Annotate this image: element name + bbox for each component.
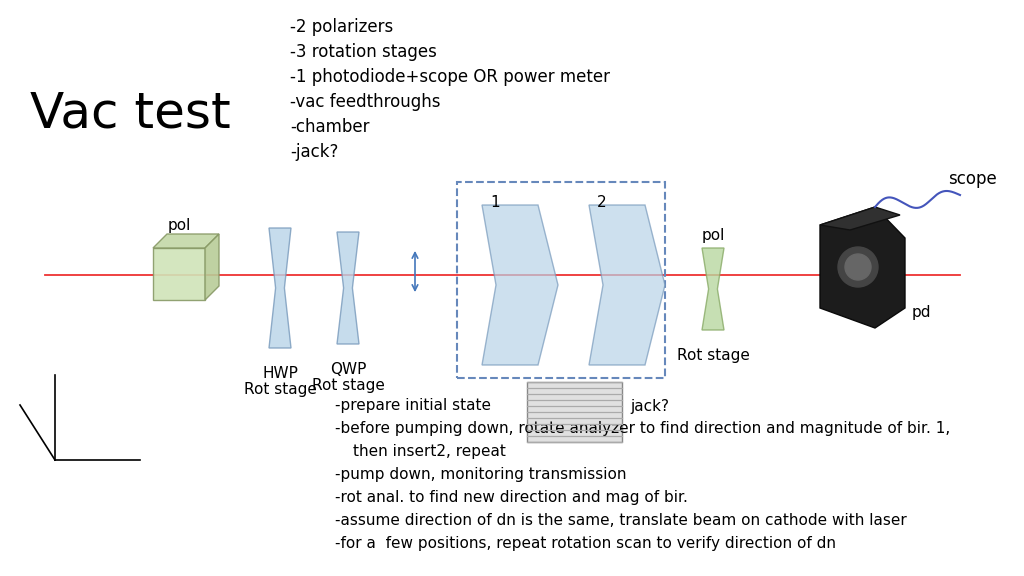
Text: Rot stage: Rot stage xyxy=(244,382,316,397)
Polygon shape xyxy=(337,232,359,344)
Text: -pump down, monitoring transmission: -pump down, monitoring transmission xyxy=(335,467,627,482)
Text: -prepare initial state: -prepare initial state xyxy=(335,398,490,413)
Polygon shape xyxy=(153,234,219,248)
Text: 1: 1 xyxy=(490,195,500,210)
Bar xyxy=(527,382,622,442)
Text: pd: pd xyxy=(912,305,932,320)
Text: -vac feedthroughs: -vac feedthroughs xyxy=(290,93,440,111)
Text: -for a  few positions, repeat rotation scan to verify direction of dn: -for a few positions, repeat rotation sc… xyxy=(335,536,836,551)
Text: Rot stage: Rot stage xyxy=(311,378,384,393)
Polygon shape xyxy=(205,234,219,300)
Text: pol: pol xyxy=(701,228,725,243)
Text: Vac test: Vac test xyxy=(30,90,230,138)
Text: -2 polarizers: -2 polarizers xyxy=(290,18,393,36)
Text: -chamber: -chamber xyxy=(290,118,370,136)
Polygon shape xyxy=(269,228,291,348)
Polygon shape xyxy=(482,205,558,365)
Text: then insert2, repeat: then insert2, repeat xyxy=(353,444,506,459)
Text: 2: 2 xyxy=(597,195,607,210)
Polygon shape xyxy=(820,207,900,230)
Text: scope: scope xyxy=(948,170,996,188)
Text: -jack?: -jack? xyxy=(290,143,338,161)
Text: pol: pol xyxy=(167,218,190,233)
Polygon shape xyxy=(589,205,665,365)
Text: QWP: QWP xyxy=(330,362,367,377)
Text: -1 photodiode+scope OR power meter: -1 photodiode+scope OR power meter xyxy=(290,68,610,86)
Circle shape xyxy=(845,254,871,280)
Polygon shape xyxy=(820,207,905,328)
Text: -rot anal. to find new direction and mag of bir.: -rot anal. to find new direction and mag… xyxy=(335,490,688,505)
Text: Rot stage: Rot stage xyxy=(677,348,750,363)
Bar xyxy=(153,248,205,300)
Text: jack?: jack? xyxy=(630,400,669,415)
Text: -before pumping down, rotate analyzer to find direction and magnitude of bir. 1,: -before pumping down, rotate analyzer to… xyxy=(335,421,950,436)
Circle shape xyxy=(838,247,878,287)
Text: -3 rotation stages: -3 rotation stages xyxy=(290,43,437,61)
Bar xyxy=(457,182,665,378)
Text: HWP: HWP xyxy=(262,366,298,381)
Polygon shape xyxy=(702,248,724,330)
Text: -assume direction of dn is the same, translate beam on cathode with laser: -assume direction of dn is the same, tra… xyxy=(335,513,906,528)
